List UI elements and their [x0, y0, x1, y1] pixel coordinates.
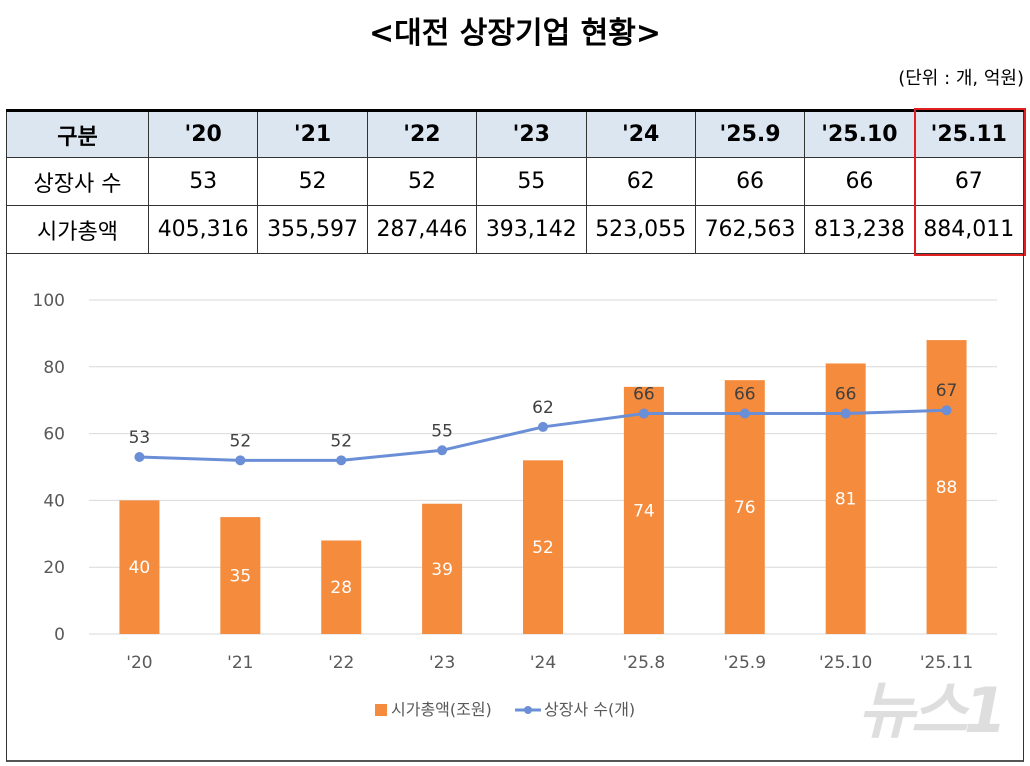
bar-label: 88 — [936, 478, 958, 498]
combo-chart: 0 20 40 60 80 100 '20 '21 '22 '23 '24 '25.8 '25.9 '25… — [33, 291, 997, 719]
line-label: 55 — [431, 421, 453, 441]
data-table: 구분 '20 '21 '22 '23 '24 '25.9 '25.10 '25.… — [6, 109, 1025, 254]
bar-label: 52 — [532, 538, 554, 558]
bar-label: 40 — [129, 558, 151, 578]
bar — [724, 380, 765, 634]
header-cell: 구분 — [6, 109, 149, 158]
line-label: 66 — [835, 385, 857, 405]
x-tick-label: '21 — [227, 653, 253, 673]
bar — [220, 517, 261, 634]
table-cell: 53 — [147, 157, 259, 206]
bar-label: 74 — [633, 501, 655, 521]
bar-label: 39 — [431, 560, 453, 580]
table-cell: 287,446 — [366, 205, 478, 254]
bar — [825, 363, 866, 634]
header-cell: '25.9 — [694, 109, 806, 158]
header-cell: '20 — [147, 109, 259, 158]
bar-label: 35 — [230, 567, 252, 587]
legend-bar-swatch — [375, 704, 387, 716]
line-label: 66 — [633, 385, 655, 405]
legend-line-label: 상장사 수(개) — [544, 700, 635, 719]
y-tick-label: 60 — [43, 425, 65, 445]
bar-label: 81 — [835, 490, 857, 510]
chart-container: 0 20 40 60 80 100 '20 '21 '22 '23 '24 '25.8 '25.9 '25… — [6, 253, 1024, 762]
line-point — [840, 408, 851, 419]
table-cell: 66 — [804, 157, 915, 206]
bar — [422, 503, 463, 634]
table-header-row: 구분 '20 '21 '22 '23 '24 '25.9 '25.10 '25.… — [6, 109, 1025, 158]
table-cell: 813,238 — [804, 205, 915, 254]
y-tick-label: 0 — [54, 625, 65, 645]
line-label: 53 — [129, 428, 151, 448]
x-tick-label: '25.11 — [920, 653, 973, 673]
line-point — [941, 405, 952, 416]
line-point — [235, 455, 246, 466]
table-cell: 523,055 — [585, 205, 696, 254]
bar — [321, 540, 362, 634]
y-tick-label: 100 — [33, 291, 65, 311]
y-tick-label: 40 — [43, 491, 65, 511]
header-cell: '25.11 — [913, 109, 1025, 158]
x-tick-label: '25.10 — [819, 653, 872, 673]
table-cell: 884,011 — [913, 205, 1025, 254]
legend-bar-label: 시가총액(조원) — [391, 700, 492, 719]
bar — [119, 500, 160, 634]
bar — [623, 386, 664, 634]
header-cell: '21 — [257, 109, 368, 158]
x-tick-label: '23 — [429, 653, 455, 673]
table-cell: 52 — [257, 157, 368, 206]
table-row: 상장사 수 53 52 52 55 62 66 66 67 — [6, 157, 1025, 206]
line-point — [134, 451, 145, 462]
line-point — [538, 421, 548, 432]
header-cell: '25.10 — [804, 109, 915, 158]
line-point — [336, 455, 347, 466]
table-cell: 66 — [694, 157, 806, 206]
header-cell: '24 — [585, 109, 696, 158]
table-row: 시가총액 405,316 355,597 287,446 393,142 523… — [6, 205, 1025, 254]
x-tick-label: '25.9 — [724, 653, 767, 673]
table-cell: 67 — [913, 157, 1025, 206]
y-tick-label: 80 — [43, 358, 65, 378]
bar-label: 28 — [330, 578, 352, 598]
table-cell: 393,142 — [476, 205, 587, 254]
table-cell: 55 — [476, 157, 587, 206]
x-tick-label: '25.8 — [623, 653, 666, 673]
bar — [523, 460, 563, 634]
watermark-logo: 뉴스1 — [857, 674, 1007, 747]
line-label: 52 — [330, 431, 352, 451]
table-cell: 762,563 — [694, 205, 806, 254]
legend-line-marker — [524, 706, 532, 714]
page-title: <대전 상장기업 현황> — [369, 16, 661, 51]
bar-label: 76 — [734, 498, 756, 518]
table-cell: 52 — [366, 157, 478, 206]
bar — [926, 340, 967, 634]
table-cell: 62 — [585, 157, 696, 206]
x-tick-label: '22 — [328, 653, 354, 673]
y-tick-label: 20 — [43, 558, 65, 578]
header-cell: '23 — [476, 109, 587, 158]
line-point — [638, 408, 649, 419]
x-tick-label: '24 — [530, 653, 556, 673]
x-tick-label: '20 — [126, 653, 152, 673]
table-cell: 355,597 — [257, 205, 368, 254]
line-point — [739, 408, 750, 419]
line-label: 62 — [532, 398, 554, 418]
line-label: 66 — [734, 385, 756, 405]
line-label: 67 — [936, 381, 958, 401]
row-label: 시가총액 — [6, 205, 149, 254]
row-label: 상장사 수 — [6, 157, 149, 206]
table-cell: 405,316 — [147, 205, 259, 254]
unit-label: (단위 : 개, 억원) — [898, 68, 1024, 89]
header-cell: '22 — [366, 109, 478, 158]
line-label: 52 — [230, 431, 252, 451]
line-point — [437, 445, 448, 456]
